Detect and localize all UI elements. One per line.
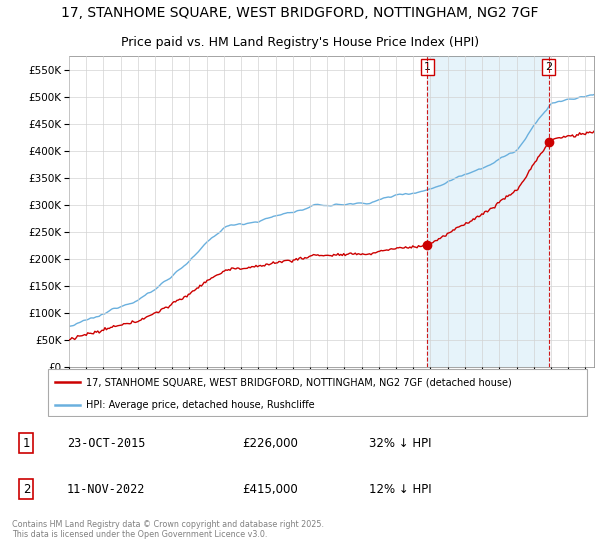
Text: Contains HM Land Registry data © Crown copyright and database right 2025.
This d: Contains HM Land Registry data © Crown c… [12,520,324,539]
Text: 12% ↓ HPI: 12% ↓ HPI [369,483,432,496]
Text: 17, STANHOME SQUARE, WEST BRIDGFORD, NOTTINGHAM, NG2 7GF: 17, STANHOME SQUARE, WEST BRIDGFORD, NOT… [61,6,539,20]
Text: 1: 1 [424,62,431,72]
Text: HPI: Average price, detached house, Rushcliffe: HPI: Average price, detached house, Rush… [86,400,314,410]
Text: £415,000: £415,000 [242,483,298,496]
Text: £226,000: £226,000 [242,437,298,450]
Text: Price paid vs. HM Land Registry's House Price Index (HPI): Price paid vs. HM Land Registry's House … [121,36,479,49]
Text: 32% ↓ HPI: 32% ↓ HPI [369,437,431,450]
Text: 23-OCT-2015: 23-OCT-2015 [67,437,145,450]
Text: 2: 2 [23,483,30,496]
Text: 2: 2 [545,62,552,72]
Text: 11-NOV-2022: 11-NOV-2022 [67,483,145,496]
Bar [427,56,549,367]
FancyBboxPatch shape [48,370,587,416]
Text: 1: 1 [23,437,30,450]
Text: 17, STANHOME SQUARE, WEST BRIDGFORD, NOTTINGHAM, NG2 7GF (detached house): 17, STANHOME SQUARE, WEST BRIDGFORD, NOT… [86,377,512,387]
